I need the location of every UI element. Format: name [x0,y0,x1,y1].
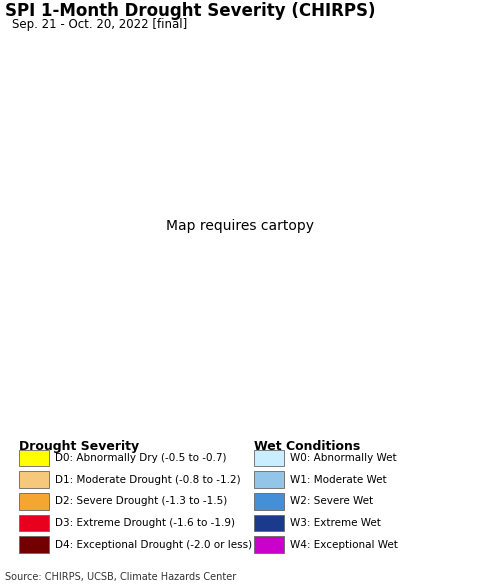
Text: D4: Exceptional Drought (-2.0 or less): D4: Exceptional Drought (-2.0 or less) [55,540,252,550]
Text: W2: Severe Wet: W2: Severe Wet [290,496,373,506]
Text: Source: CHIRPS, UCSB, Climate Hazards Center: Source: CHIRPS, UCSB, Climate Hazards Ce… [5,573,236,582]
Text: W3: Extreme Wet: W3: Extreme Wet [290,518,381,528]
Bar [19,472,49,488]
Bar [254,493,284,509]
Bar [19,450,49,466]
Bar [19,536,49,553]
Text: SPI 1-Month Drought Severity (CHIRPS): SPI 1-Month Drought Severity (CHIRPS) [5,2,375,21]
Text: D1: Moderate Drought (-0.8 to -1.2): D1: Moderate Drought (-0.8 to -1.2) [55,475,241,485]
Text: Sep. 21 - Oct. 20, 2022 [final]: Sep. 21 - Oct. 20, 2022 [final] [12,18,187,30]
Bar [19,515,49,531]
Text: Drought Severity: Drought Severity [19,440,139,454]
Text: W4: Exceptional Wet: W4: Exceptional Wet [290,540,398,550]
Bar [19,493,49,509]
Text: W1: Moderate Wet: W1: Moderate Wet [290,475,387,485]
Text: D3: Extreme Drought (-1.6 to -1.9): D3: Extreme Drought (-1.6 to -1.9) [55,518,235,528]
Text: Wet Conditions: Wet Conditions [254,440,360,454]
Text: D2: Severe Drought (-1.3 to -1.5): D2: Severe Drought (-1.3 to -1.5) [55,496,228,506]
Bar [254,450,284,466]
Bar [254,515,284,531]
Text: Map requires cartopy: Map requires cartopy [166,219,314,233]
Bar [254,472,284,488]
Bar [254,536,284,553]
Text: W0: Abnormally Wet: W0: Abnormally Wet [290,453,397,463]
Text: D0: Abnormally Dry (-0.5 to -0.7): D0: Abnormally Dry (-0.5 to -0.7) [55,453,227,463]
